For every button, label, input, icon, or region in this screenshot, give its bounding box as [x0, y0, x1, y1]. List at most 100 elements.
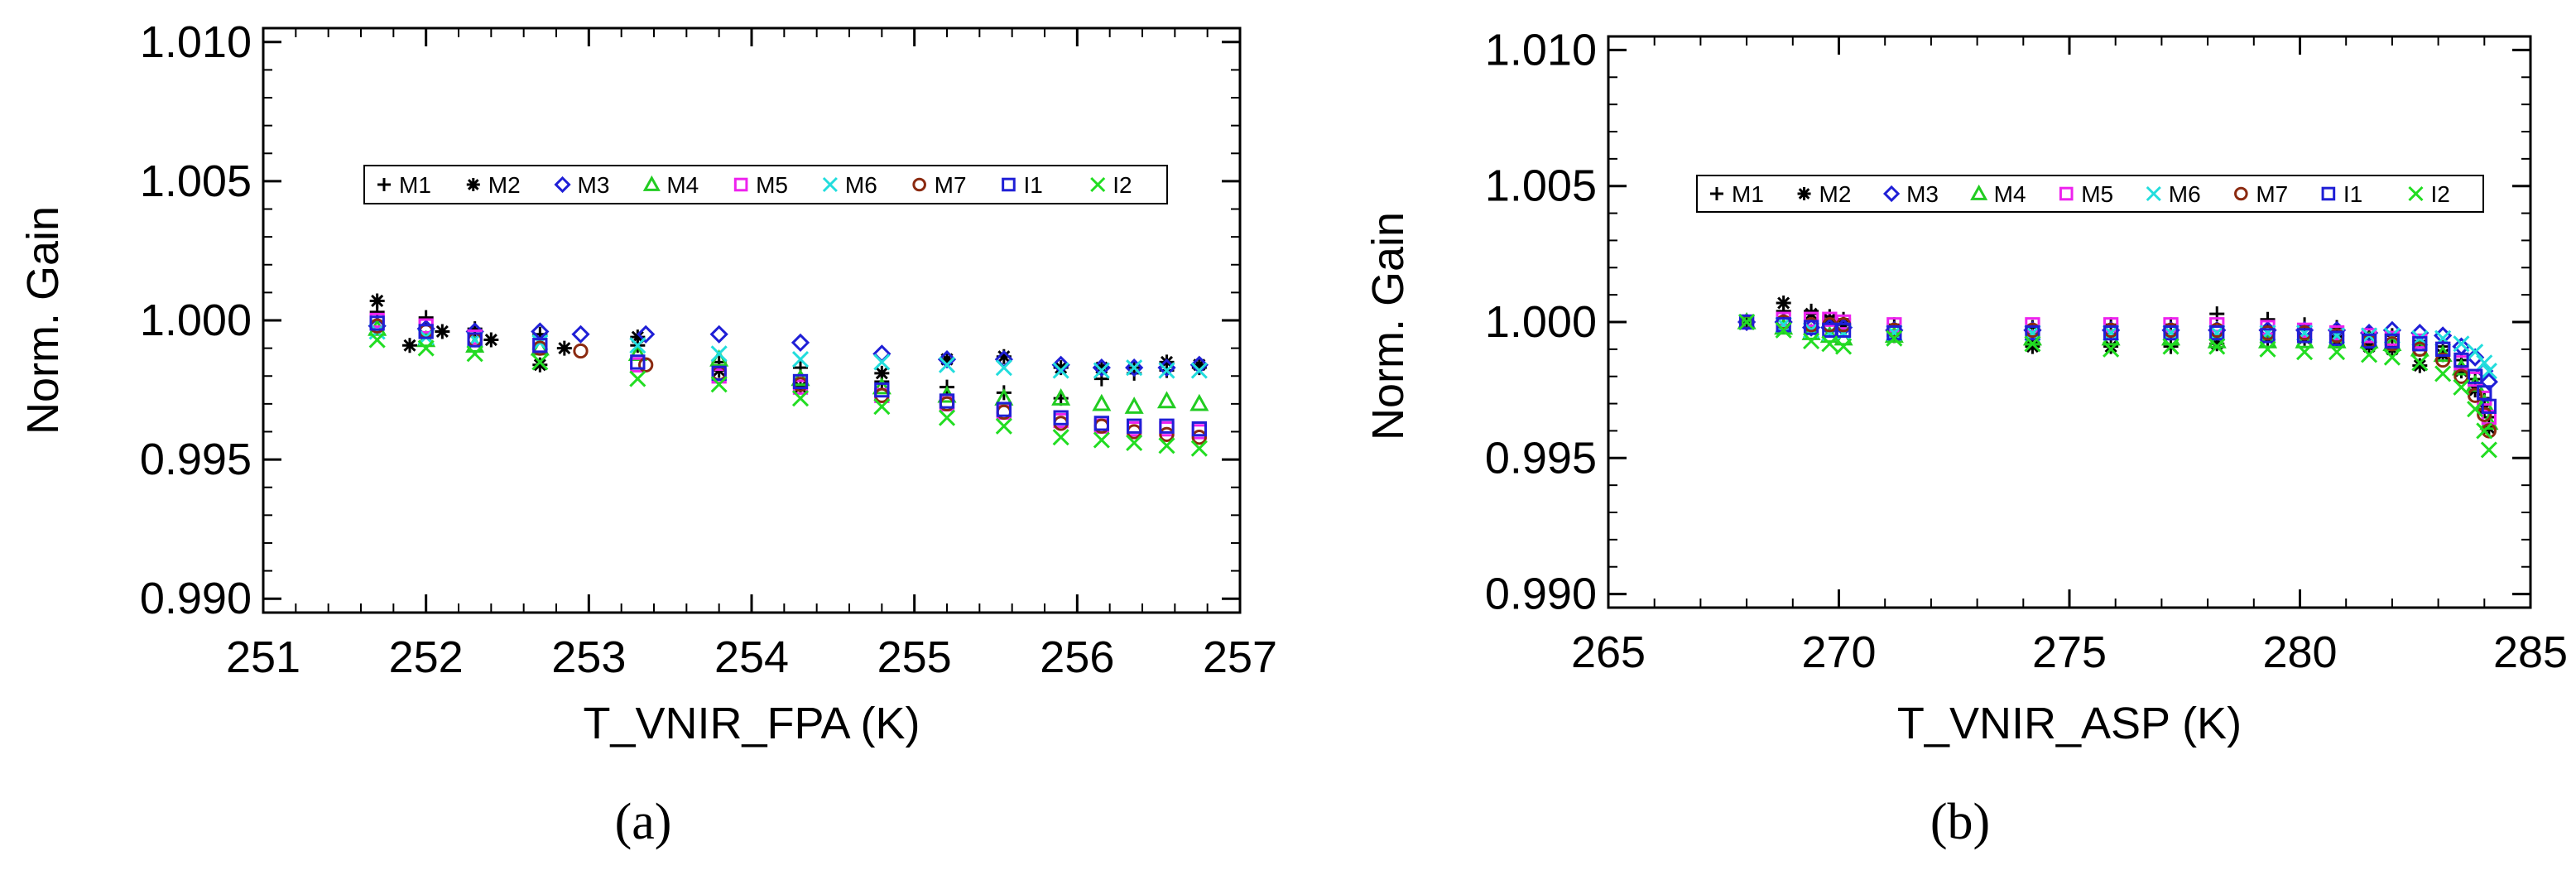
legend-marker-M6: [822, 176, 838, 193]
data-point-I2: [995, 417, 1012, 435]
y-tick-label: 0.995: [140, 435, 252, 484]
data-point-I2: [1190, 440, 1208, 457]
data-point-I1: [1803, 320, 1819, 335]
legend-label-M4: M4: [666, 172, 699, 198]
y-tick-label: 0.990: [1485, 570, 1597, 619]
data-point-I2: [368, 331, 386, 349]
x-tick-label: 270: [1801, 627, 1876, 677]
legend-marker-I1: [1002, 177, 1016, 192]
data-point-M6: [629, 337, 646, 354]
data-point-M4: [2295, 330, 2314, 349]
data-point-I1: [1159, 418, 1175, 434]
data-point-I2: [1158, 437, 1175, 454]
data-point-I1: [2328, 330, 2345, 346]
legend-marker-M2: [466, 178, 480, 191]
data-point-I2: [938, 409, 956, 426]
data-point-I2: [791, 390, 810, 407]
y-tick-label: 1.005: [1485, 161, 1597, 211]
data-point-M4: [1092, 393, 1112, 411]
data-point-I1: [1835, 322, 1852, 339]
legend-marker-M3: [554, 175, 571, 194]
y-tick-label: 1.005: [140, 156, 252, 206]
legend-entry-M6: M6: [822, 172, 877, 198]
y-tick-label: 0.990: [140, 574, 252, 623]
data-point-M6: [873, 353, 891, 371]
legend-b: M1 M2 M3 M4 M5 M6 M7 I1 I2: [1696, 175, 2484, 213]
data-point-M2: [2103, 339, 2119, 354]
x-tick-label: 285: [2493, 627, 2568, 677]
legend-label-M4: M4: [1994, 181, 2026, 207]
y-axis-label-b: Norm. Gain: [1363, 212, 1413, 440]
data-point-M2: [2209, 336, 2225, 352]
data-point-I1: [2361, 333, 2377, 349]
y-tick-labels-a: 0.990 0.995 1.000 1.005 1.010: [140, 17, 252, 623]
y-tick-label: 1.000: [1485, 297, 1597, 347]
legend-label-M1: M1: [399, 172, 431, 198]
legend-box-b: [1696, 175, 2484, 213]
legend-box-a: [363, 165, 1168, 204]
data-point-M2: [1776, 296, 1791, 310]
data-point-I1: [2025, 325, 2040, 341]
data-point-I2: [873, 398, 891, 416]
data-point-M3: [937, 349, 957, 369]
data-point-I2: [2434, 365, 2452, 382]
x-tick-label: 280: [2262, 627, 2337, 677]
data-point-M3: [1051, 355, 1070, 374]
legend-label-I2: I2: [1113, 172, 1132, 198]
legend-label-M7: M7: [2256, 181, 2288, 207]
data-point-I1: [1093, 416, 1109, 431]
data-point-M3: [2466, 348, 2485, 367]
x-tick-label: 257: [1203, 632, 1277, 682]
data-point-I1: [369, 315, 385, 331]
legend-marker-M7: [912, 177, 926, 192]
data-point-I2: [629, 370, 646, 387]
legend-label-M7: M7: [935, 172, 967, 198]
legend-label-M6: M6: [2169, 181, 2201, 207]
data-points-a: [368, 293, 1209, 457]
data-point-M3: [1125, 358, 1144, 377]
data-point-I1: [2468, 368, 2483, 384]
data-point-M3: [2479, 373, 2498, 392]
legend-label-M5: M5: [2081, 181, 2113, 207]
data-point-M4: [2257, 330, 2278, 349]
data-point-I2: [2480, 441, 2497, 459]
data-point-I2: [2103, 340, 2120, 358]
data-point-I2: [1803, 332, 1820, 350]
legend-label-M3: M3: [1906, 181, 1939, 207]
panel-label-b: (b): [1930, 794, 1990, 850]
x-tick-label: 251: [226, 632, 300, 682]
legend-marker-M5: [2059, 186, 2074, 201]
ticks-a: [262, 28, 1242, 613]
data-point-M5: [2209, 317, 2225, 333]
data-point-M2: [1191, 357, 1207, 373]
data-point-M2: [435, 324, 450, 339]
data-point-I2: [2467, 401, 2484, 418]
data-point-I1: [2481, 398, 2497, 415]
data-point-I1: [2260, 328, 2276, 344]
legend-entry-I1: I1: [1002, 172, 1043, 198]
legend-marker-M6: [2146, 185, 2161, 202]
data-point-I1: [2435, 341, 2451, 358]
data-point-M4: [1189, 393, 1209, 411]
data-point-I1: [2209, 325, 2225, 341]
data-point-M7: [638, 357, 654, 373]
legend-entry-M1: M1: [377, 172, 431, 198]
data-point-M2: [369, 293, 385, 309]
data-point-M2: [2412, 358, 2428, 373]
chart-a: 251 252 253 254 255 256 257 0.990 0.995 1.000 1.0…: [18, 17, 1277, 850]
data-point-M6: [995, 359, 1012, 377]
data-point-I1: [874, 382, 890, 398]
data-point-I2: [2383, 349, 2401, 366]
data-point-M7: [1159, 426, 1175, 442]
data-point-M6: [1093, 362, 1110, 379]
data-point-I2: [1775, 321, 1792, 339]
y-tick-label: 1.010: [1485, 25, 1597, 75]
data-point-M6: [1052, 362, 1069, 379]
data-point-I1: [1127, 418, 1142, 434]
data-point-M6: [1126, 359, 1143, 377]
x-axis-label-b: T_VNIR_ASP (K): [1897, 699, 2242, 748]
legend-label-I1: I1: [1023, 172, 1042, 198]
data-point-M4: [1051, 388, 1071, 406]
data-point-I2: [1738, 313, 1756, 331]
data-point-M3: [709, 325, 728, 344]
